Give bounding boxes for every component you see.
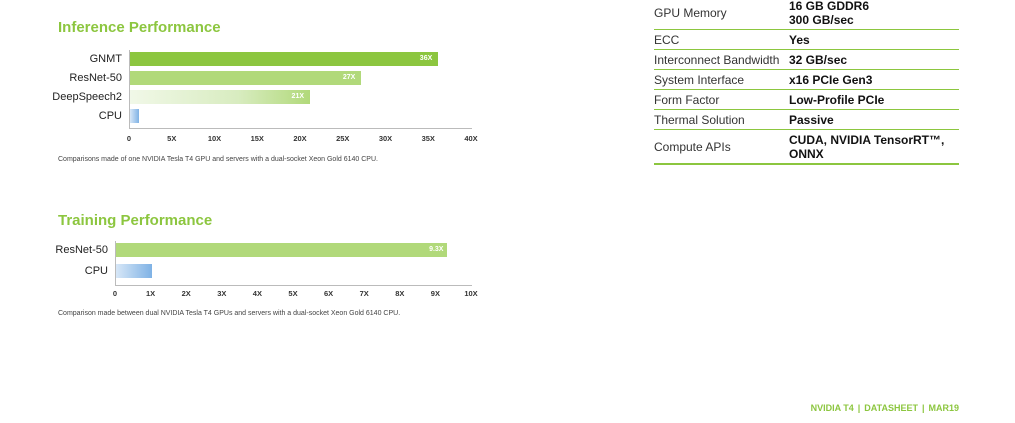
category-label: CPU bbox=[98, 110, 122, 122]
footer-product: NVIDIA T4 bbox=[810, 403, 854, 413]
x-tick-label: 1X bbox=[146, 289, 156, 298]
category-label: CPU bbox=[84, 265, 108, 277]
spec-value-line: x16 PCIe Gen3 bbox=[789, 73, 873, 87]
x-tick-label: 5X bbox=[167, 134, 177, 143]
bar bbox=[116, 264, 152, 278]
spec-value: Low-Profile PCIe bbox=[789, 89, 959, 110]
spec-value-line: ONNX bbox=[789, 147, 824, 161]
footer-separator: | bbox=[857, 403, 861, 413]
bar bbox=[130, 71, 361, 85]
spec-table: GPU Memory 16 GB GDDR6 300 GB/sec ECC Yes Int… bbox=[654, 0, 959, 165]
spec-row: Thermal Solution Passive bbox=[654, 109, 959, 130]
spec-label: ECC bbox=[654, 29, 789, 50]
x-tick-label: 6X bbox=[324, 289, 334, 298]
spec-label: Form Factor bbox=[654, 89, 789, 110]
spec-value-line: 32 GB/sec bbox=[789, 53, 848, 67]
spec-row: Form Factor Low-Profile PCIe bbox=[654, 89, 959, 110]
category-label: DeepSpeech2 bbox=[52, 91, 122, 103]
spec-value-line: Passive bbox=[789, 113, 834, 127]
footer-separator: | bbox=[921, 403, 925, 413]
bar bbox=[130, 90, 310, 104]
spec-value: x16 PCIe Gen3 bbox=[789, 69, 959, 90]
spec-value: Passive bbox=[789, 109, 959, 130]
spec-value: Yes bbox=[789, 29, 959, 50]
spec-value: 32 GB/sec bbox=[789, 49, 959, 70]
x-tick-label: 20X bbox=[293, 134, 307, 143]
plot-area bbox=[115, 241, 472, 286]
bar bbox=[116, 243, 448, 257]
bar-value-label: 9.3X bbox=[429, 246, 444, 253]
footer-doc: DATASHEET bbox=[864, 403, 918, 413]
spec-row: Interconnect Bandwidth 32 GB/sec bbox=[654, 49, 959, 70]
category-label: GNMT bbox=[89, 53, 122, 65]
bar bbox=[130, 52, 438, 66]
x-tick-label: 7X bbox=[359, 289, 369, 298]
x-tick-label: 0 bbox=[126, 134, 132, 143]
spec-label: Compute APIs bbox=[654, 129, 789, 165]
spec-label: GPU Memory bbox=[654, 0, 789, 30]
inference-title: Inference Performance bbox=[58, 19, 221, 36]
spec-value-line: Low-Profile PCIe bbox=[789, 93, 885, 107]
bar-value-label: 21X bbox=[291, 93, 305, 100]
x-tick-label: 15X bbox=[250, 134, 264, 143]
training-title: Training Performance bbox=[58, 212, 213, 229]
x-tick-label: 3X bbox=[217, 289, 227, 298]
x-tick-label: 35X bbox=[421, 134, 435, 143]
spec-value: 16 GB GDDR6 300 GB/sec bbox=[789, 0, 959, 30]
spec-row: Compute APIs CUDA, NVIDIA TensorRT™, ONNX bbox=[654, 129, 959, 165]
spec-label: Interconnect Bandwidth bbox=[654, 49, 789, 70]
spec-value-line: Yes bbox=[789, 33, 810, 47]
footer: NVIDIA T4 | DATASHEET | MAR19 bbox=[811, 403, 959, 413]
training-note: Comparison made between dual NVIDIA Tesl… bbox=[58, 310, 401, 317]
category-label: ResNet-50 bbox=[69, 72, 122, 84]
bar bbox=[130, 109, 139, 123]
x-tick-label: 0 bbox=[112, 289, 118, 298]
x-tick-label: 10X bbox=[207, 134, 222, 143]
bar-value-label: 27X bbox=[342, 74, 356, 81]
spec-label: System Interface bbox=[654, 69, 789, 90]
x-tick-label: 30X bbox=[378, 134, 393, 143]
x-tick-label: 2X bbox=[181, 289, 191, 298]
x-tick-label: 8X bbox=[395, 289, 405, 298]
spec-value: CUDA, NVIDIA TensorRT™, ONNX bbox=[789, 129, 959, 165]
x-tick-label: 9X bbox=[430, 289, 440, 298]
plot-area bbox=[129, 50, 472, 129]
footer-date: MAR19 bbox=[928, 403, 959, 413]
spec-value-line: 300 GB/sec bbox=[789, 13, 854, 27]
spec-value-line: 16 GB GDDR6 bbox=[789, 0, 870, 13]
x-tick-label: 40X bbox=[464, 134, 478, 143]
x-tick-label: 4X bbox=[252, 289, 262, 298]
spec-row: System Interface x16 PCIe Gen3 bbox=[654, 69, 959, 90]
spec-row: ECC Yes bbox=[654, 29, 959, 50]
x-tick-label: 5X bbox=[288, 289, 298, 298]
spec-value-line: CUDA, NVIDIA TensorRT™, bbox=[789, 133, 945, 147]
inference-note: Comparisons made of one NVIDIA Tesla T4 … bbox=[58, 156, 378, 163]
x-tick-label: 10X bbox=[464, 289, 478, 298]
category-label: ResNet-50 bbox=[55, 244, 108, 256]
x-tick-label: 25X bbox=[336, 134, 350, 143]
spec-row: GPU Memory 16 GB GDDR6 300 GB/sec bbox=[654, 0, 959, 30]
spec-label: Thermal Solution bbox=[654, 109, 789, 130]
bar-value-label: 36X bbox=[419, 55, 433, 62]
